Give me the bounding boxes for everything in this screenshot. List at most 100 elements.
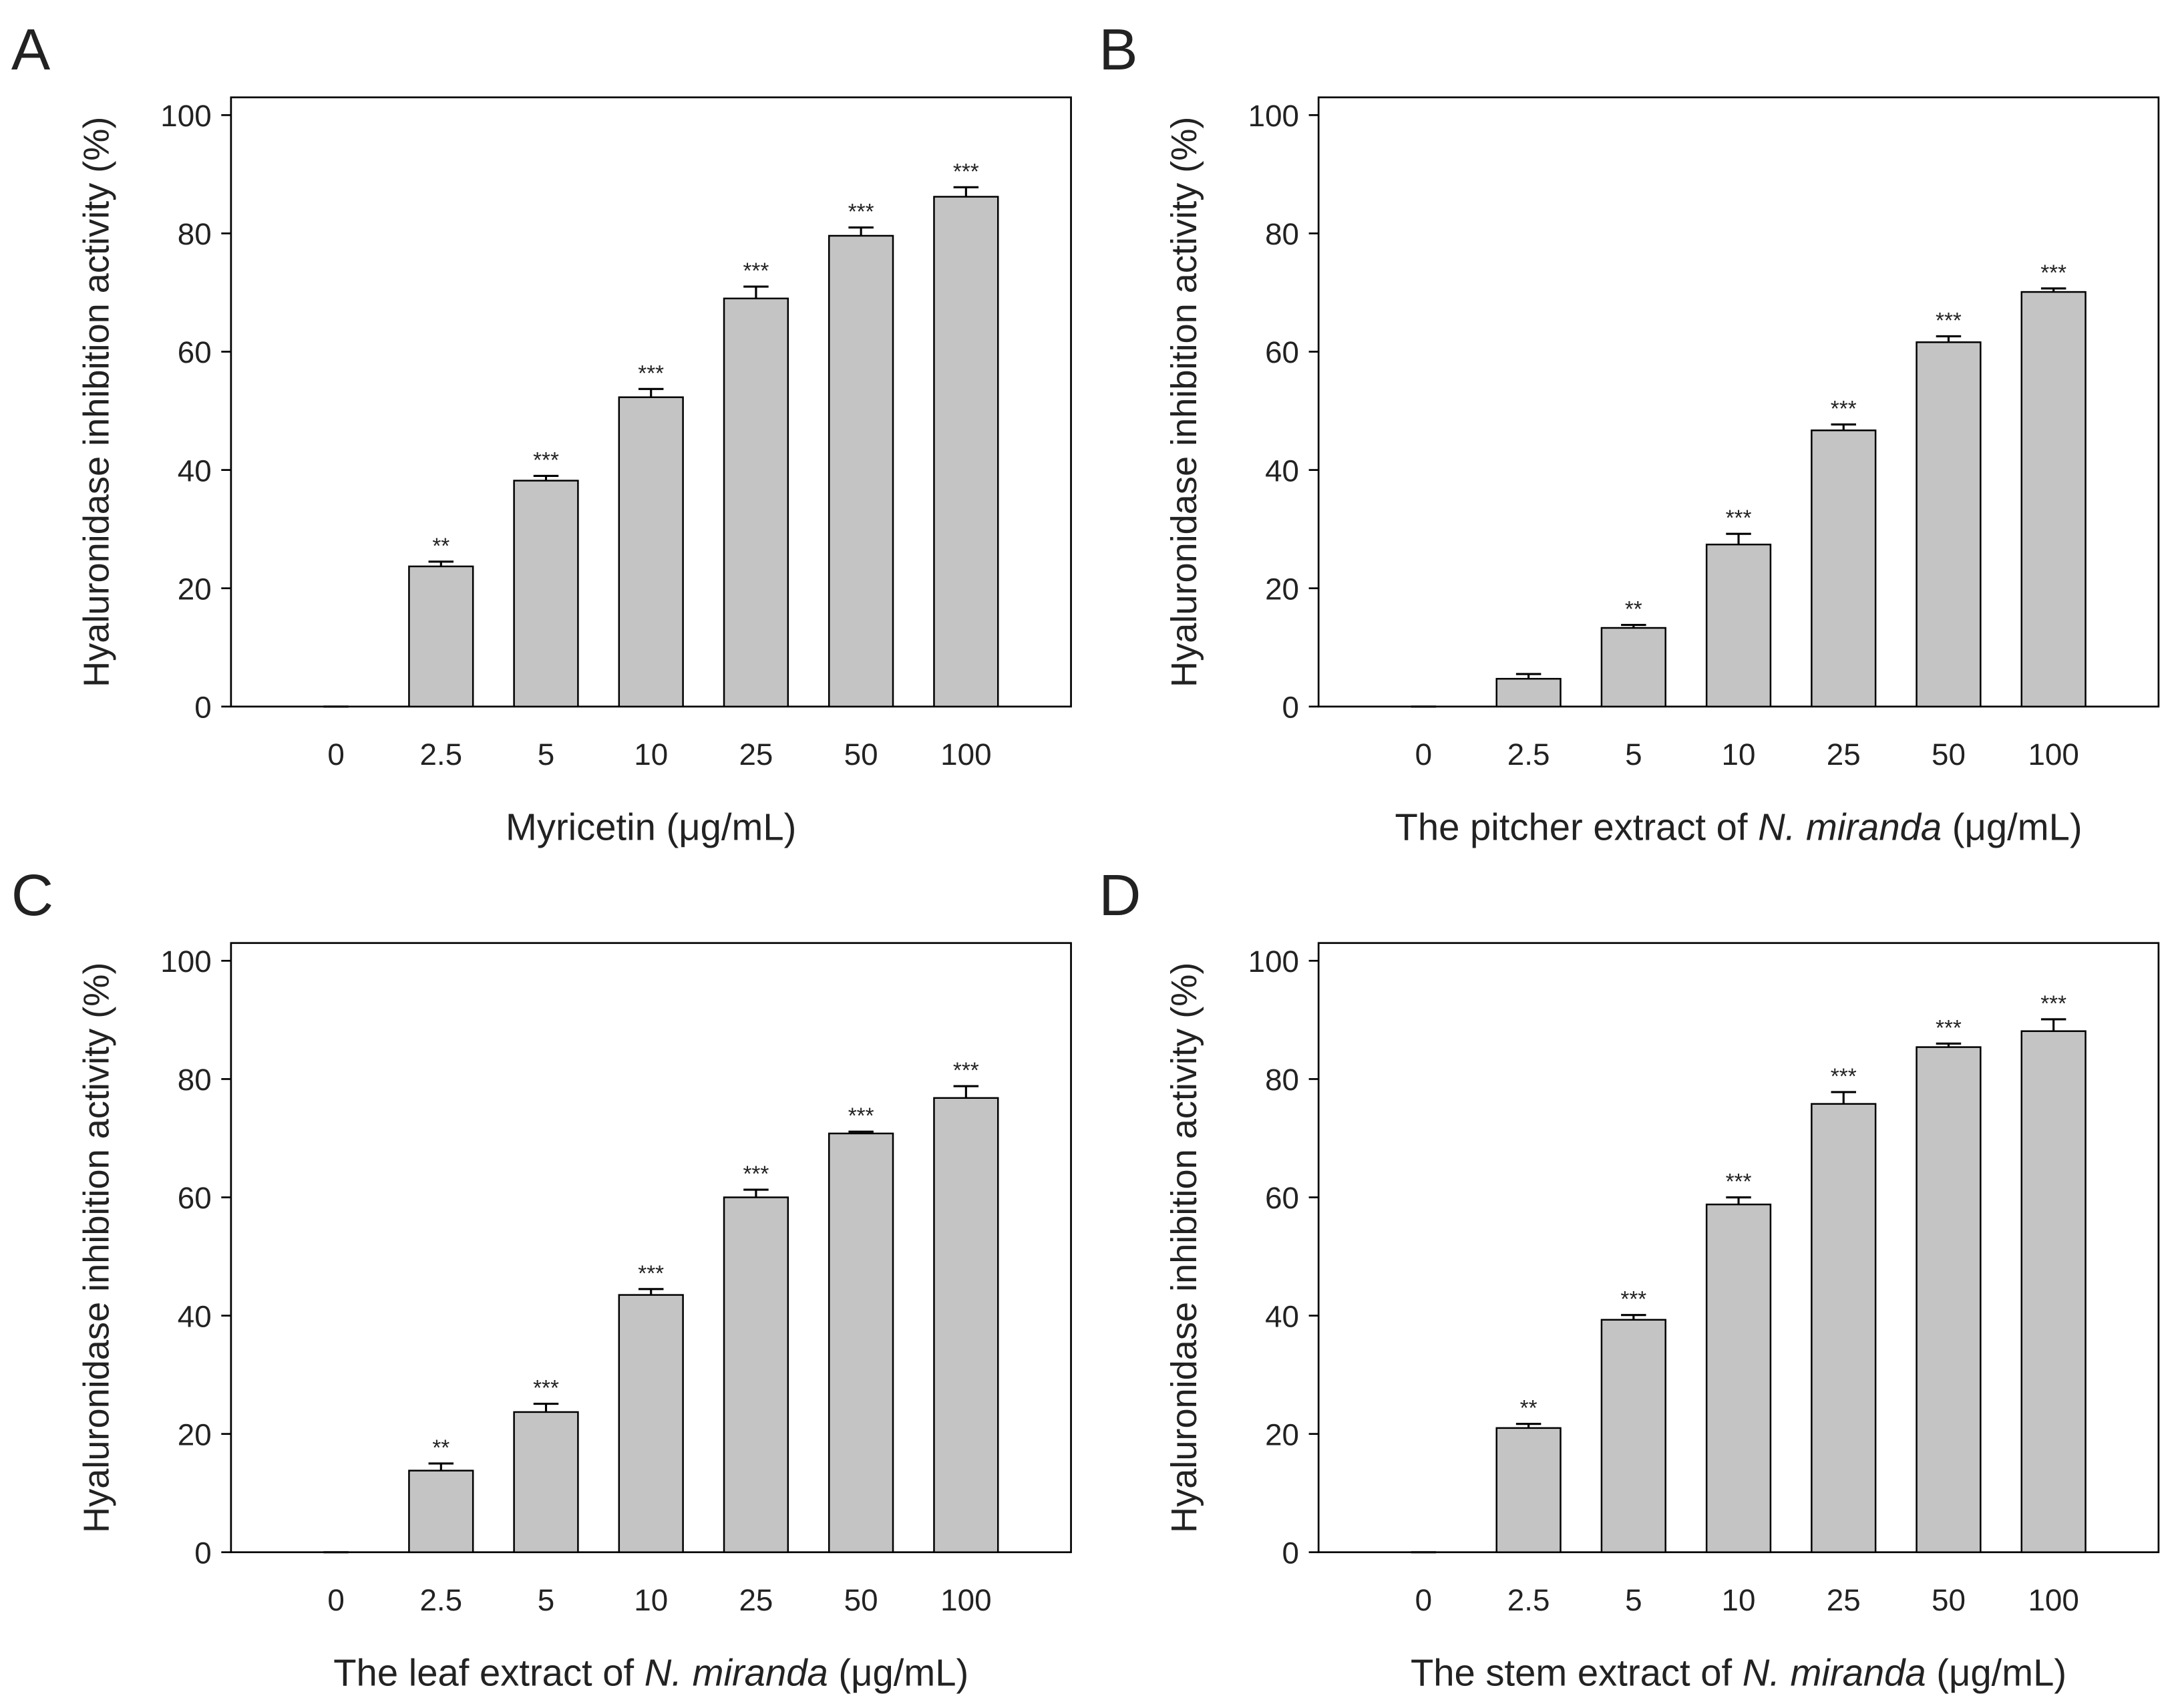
x-tick-label: 2.5	[419, 737, 462, 772]
x-axis-label-part: N. miranda	[645, 1652, 828, 1694]
bar	[1495, 1427, 1562, 1554]
x-axis-label-part: N. miranda	[1743, 1652, 1926, 1694]
bar	[1600, 627, 1666, 708]
bar	[513, 1411, 579, 1554]
error-bar	[638, 387, 664, 397]
error-bar	[428, 560, 454, 566]
error-bar	[953, 1085, 979, 1098]
significance-label: ***	[1936, 309, 1962, 333]
x-axis-label-part: N. miranda	[1758, 806, 1942, 848]
significance-label: ***	[1726, 506, 1752, 531]
x-axis-label-part: (μg/mL)	[1926, 1652, 2066, 1694]
significance-label: ***	[2040, 991, 2066, 1016]
y-tick-label: 40	[1265, 1299, 1299, 1333]
x-tick-label: 5	[538, 1583, 554, 1617]
x-tick-label: 50	[844, 737, 878, 772]
x-tick-label: 2.5	[1507, 737, 1550, 772]
y-axis-label: Hyaluronidase inhibition activity (%)	[1164, 117, 1204, 687]
y-tick-label: 0	[194, 1536, 211, 1570]
y-tick-label: 40	[178, 1299, 212, 1333]
x-tick-label: 10	[634, 1583, 668, 1617]
y-tick-label: 80	[178, 217, 212, 251]
x-tick-label: 50	[1932, 737, 1966, 772]
bar	[828, 1132, 894, 1554]
y-tick-label: 0	[1282, 690, 1299, 724]
error-bar	[953, 186, 979, 197]
significance-label: ***	[1831, 397, 1857, 421]
significance-label: ***	[743, 259, 769, 284]
y-tick-label: 60	[1265, 1181, 1299, 1215]
y-tick-label: 40	[178, 454, 212, 488]
significance-label: ***	[533, 448, 559, 473]
x-axis-label: The leaf extract of N. miranda (μg/mL)	[333, 1652, 968, 1694]
x-axis-label-part: The pitcher extract of	[1395, 806, 1758, 848]
panel-label: C	[11, 862, 53, 928]
x-tick-label: 0	[1415, 737, 1432, 772]
significance-label: ***	[743, 1162, 769, 1187]
y-tick-label: 0	[194, 690, 211, 724]
bar	[513, 480, 579, 708]
significance-label: ***	[638, 1261, 664, 1286]
error-bar	[638, 1288, 664, 1295]
x-tick-label: 5	[1625, 1583, 1642, 1617]
significance-label: ***	[533, 1376, 559, 1401]
y-tick-label: 60	[178, 335, 212, 369]
bar	[1916, 1046, 1982, 1554]
y-tick-label: 100	[160, 99, 211, 133]
x-axis-label-part: The stem extract of	[1411, 1652, 1743, 1694]
x-tick-label: 50	[844, 1583, 878, 1617]
x-tick-label: 2.5	[419, 1583, 462, 1617]
error-bar	[743, 1188, 769, 1198]
y-tick-label: 100	[1248, 945, 1299, 979]
x-tick-label: 100	[2028, 1583, 2078, 1617]
x-tick-label: 25	[739, 1583, 773, 1617]
x-tick-label: 25	[1827, 737, 1861, 772]
bar	[723, 297, 789, 708]
panel-label: A	[11, 17, 51, 82]
error-bar	[1936, 1042, 1962, 1047]
significance-label: ***	[848, 1104, 874, 1129]
significance-label: **	[1625, 597, 1642, 622]
bar	[933, 196, 999, 708]
y-tick-label: 80	[1265, 1063, 1299, 1097]
x-tick-label: 50	[1932, 1583, 1966, 1617]
chart-panel: 0 20 40 60 80 100 0 2.5 ** 5 *** 10 *** 25 *** 50 *** 100…	[1099, 862, 2160, 1694]
y-tick-label: 80	[178, 1063, 212, 1097]
chart-panel: 0 20 40 60 80 100 0 2.5 ** 5 *** 10 *** 25 *** 50 *** 100…	[11, 862, 1072, 1694]
x-axis-label: The pitcher extract of N. miranda (μg/mL…	[1395, 806, 2082, 848]
y-tick-label: 80	[1265, 217, 1299, 251]
y-tick-label: 100	[1248, 99, 1299, 133]
significance-label: ***	[953, 160, 979, 184]
x-axis-label-part: The leaf extract of	[333, 1652, 645, 1694]
significance-label: ***	[2040, 261, 2066, 285]
significance-label: ***	[1620, 1287, 1646, 1312]
bar	[408, 565, 474, 708]
x-tick-label: 100	[2028, 737, 2078, 772]
x-axis-label-part: (μg/mL)	[1942, 806, 2082, 848]
x-tick-label: 0	[1415, 1583, 1432, 1617]
significance-label: ***	[638, 361, 664, 386]
significance-label: ***	[1726, 1170, 1752, 1194]
significance-label: **	[432, 534, 449, 558]
panel-label: D	[1099, 862, 1141, 928]
x-tick-label: 25	[1827, 1583, 1861, 1617]
y-axis-label: Hyaluronidase inhibition activity (%)	[77, 963, 117, 1533]
bar	[1495, 677, 1562, 708]
bar	[408, 1470, 474, 1554]
error-bar	[848, 226, 874, 236]
error-bar	[1621, 1314, 1646, 1320]
bar	[1600, 1319, 1666, 1554]
error-bar	[1726, 1196, 1751, 1205]
y-axis-label: Hyaluronidase inhibition activity (%)	[77, 117, 117, 687]
x-tick-label: 0	[327, 1583, 344, 1617]
x-tick-label: 10	[634, 737, 668, 772]
error-bar	[1831, 1091, 1856, 1104]
y-axis-label: Hyaluronidase inhibition activity (%)	[1164, 963, 1204, 1533]
y-tick-label: 100	[160, 945, 211, 979]
x-tick-label: 10	[1722, 1583, 1756, 1617]
y-tick-label: 40	[1265, 454, 1299, 488]
y-tick-label: 60	[1265, 335, 1299, 369]
x-tick-label: 100	[940, 1583, 991, 1617]
x-tick-label: 0	[327, 737, 344, 772]
error-bar	[1621, 624, 1646, 629]
